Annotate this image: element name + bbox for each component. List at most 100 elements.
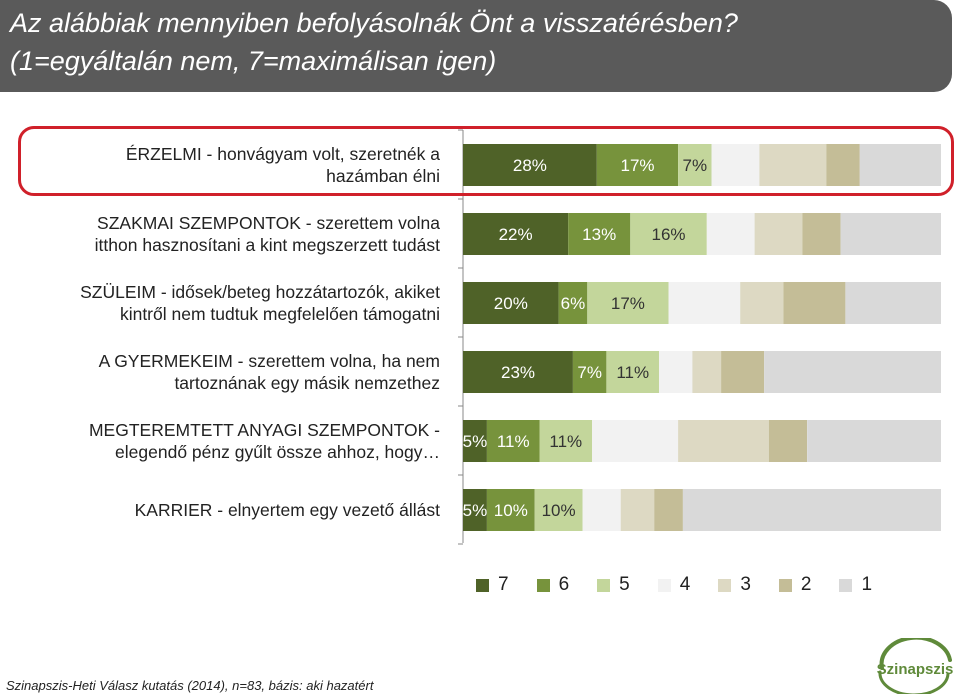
legend-swatch-1	[839, 578, 853, 592]
category-label-5-line-2: elegendő pénz gyűlt össze ahhoz, hogy…	[115, 442, 440, 462]
data-label-5-row-3: 17%	[611, 294, 645, 313]
bar-segment-6-row-3	[558, 282, 588, 324]
category-label-1-line-1: ÉRZELMI - honvágyam volt, szeretnék a	[125, 144, 440, 164]
bar-segment-3-row-5	[678, 420, 769, 462]
bar-segment-4-row-2	[706, 213, 755, 255]
company-logo: Szinapszis	[874, 635, 956, 697]
bar-segment-7-row-6	[463, 489, 487, 531]
category-label-3-line-2: kintről nem tudtuk megfelelően támogatni	[119, 304, 440, 324]
highlight-frame	[18, 126, 954, 196]
data-label-7-row-3: 20%	[494, 294, 528, 313]
bar-segment-4-row-6	[582, 489, 621, 531]
legend-item-2: 2	[778, 574, 812, 596]
bar-segment-4-row-5	[592, 420, 679, 462]
legend-label-7: 7	[498, 574, 509, 595]
bar-segment-6-row-4	[572, 351, 607, 393]
legend-label-5: 5	[619, 574, 630, 595]
category-label-4-line-1: A GYERMEKEIM - szerettem volna, ha nem	[98, 351, 440, 371]
bar-segment-5-row-1	[678, 144, 712, 186]
data-label-5-row-2: 16%	[651, 225, 685, 244]
logo-text: Szinapszis	[877, 661, 954, 678]
bar-segment-1-row-4	[764, 351, 941, 393]
category-label-3-line-1: SZÜLEIM - idősek/beteg hozzátartozók, ak…	[80, 282, 440, 302]
data-label-6-row-6: 10%	[494, 501, 528, 520]
data-label-6-row-2: 13%	[582, 225, 616, 244]
data-label-6-row-4: 7%	[577, 363, 602, 382]
legend-swatch-5	[597, 578, 611, 592]
bar-segment-5-row-2	[630, 213, 707, 255]
bar-segment-7-row-3	[463, 282, 559, 324]
data-label-7-row-5: 5%	[463, 432, 488, 451]
legend-swatch-6	[536, 578, 550, 592]
bar-segment-1-row-6	[682, 489, 941, 531]
bar-segment-7-row-4	[463, 351, 573, 393]
data-label-5-row-1: 7%	[683, 156, 708, 175]
bar-segment-1-row-1	[859, 144, 941, 186]
legend-item-5: 5	[597, 574, 630, 596]
bar-segment-3-row-1	[759, 144, 827, 186]
bar-segment-3-row-6	[620, 489, 655, 531]
bar-segment-2-row-1	[826, 144, 860, 186]
data-label-5-row-6: 10%	[542, 501, 576, 520]
legend-item-3: 3	[718, 574, 751, 596]
bar-segment-3-row-2	[754, 213, 803, 255]
source-footnote: Szinapszis-Heti Válasz kutatás (2014), n…	[6, 678, 374, 693]
bar-segment-6-row-6	[486, 489, 535, 531]
legend-item-7: 7	[476, 574, 509, 596]
category-label-3: SZÜLEIM - idősek/beteg hozzátartozók, ak…	[20, 281, 440, 325]
chart-title-line-1: Az alábbiak mennyiben befolyásolnák Önt …	[10, 8, 738, 38]
bar-segment-2-row-3	[783, 282, 846, 324]
bar-segment-6-row-1	[596, 144, 679, 186]
data-label-6-row-5: 11%	[497, 432, 530, 451]
legend-label-1: 1	[861, 574, 873, 595]
legend-label-2: 2	[800, 574, 812, 595]
bar-segment-2-row-5	[768, 420, 808, 462]
bar-segment-2-row-2	[802, 213, 841, 255]
bar-segment-2-row-4	[721, 351, 765, 393]
legend-swatch-2	[778, 578, 792, 592]
legend-swatch-4	[657, 578, 671, 592]
bar-segment-3-row-3	[740, 282, 784, 324]
title-banner: Az alábbiak mennyiben befolyásolnák Önt …	[0, 0, 952, 92]
bar-segment-4-row-3	[668, 282, 741, 324]
bar-segment-7-row-5	[463, 420, 487, 462]
data-label-7-row-4: 23%	[501, 363, 535, 382]
category-label-6-line-1: KARRIER - elnyertem egy vezető állást	[134, 500, 440, 520]
data-label-7-row-6: 5%	[463, 501, 488, 520]
bar-segment-5-row-4	[606, 351, 659, 393]
legend-label-3: 3	[740, 574, 751, 595]
bar-segment-7-row-1	[463, 144, 597, 186]
legend-item-4: 4	[657, 574, 691, 596]
legend-label-4: 4	[679, 574, 691, 595]
bar-segment-4-row-1	[711, 144, 760, 186]
legend-item-1: 1	[839, 574, 872, 596]
data-label-6-row-3: 6%	[561, 294, 586, 313]
bar-segment-1-row-5	[807, 420, 941, 462]
category-label-2-line-2: itthon hasznosítani a kint megszerzett t…	[94, 235, 440, 255]
chart-legend: 7 6 5 4 3 2 1	[476, 573, 900, 597]
bar-segment-2-row-6	[654, 489, 683, 531]
bar-segment-1-row-2	[840, 213, 941, 255]
legend-swatch-7	[476, 578, 489, 592]
bar-segment-5-row-5	[539, 420, 593, 462]
legend-swatch-3	[718, 578, 732, 592]
bar-segment-6-row-5	[486, 420, 540, 462]
category-label-2-line-1: SZAKMAI SZEMPONTOK - szerettem volna	[97, 213, 440, 233]
category-label-5: MEGTEREMTETT ANYAGI SZEMPONTOK - elegendő…	[20, 419, 440, 463]
bar-segment-5-row-6	[534, 489, 583, 531]
data-label-5-row-4: 11%	[616, 363, 649, 382]
bar-segment-1-row-3	[845, 282, 941, 324]
legend-label-6: 6	[558, 574, 570, 595]
data-label-7-row-1: 28%	[513, 156, 547, 175]
category-label-1-line-2: hazámban élni	[326, 166, 440, 186]
category-label-4: A GYERMEKEIM - szerettem volna, ha nem ta…	[20, 350, 440, 394]
bar-segment-3-row-4	[692, 351, 722, 393]
legend-item-6: 6	[536, 574, 570, 596]
data-label-7-row-2: 22%	[499, 225, 533, 244]
bar-segment-7-row-2	[463, 213, 569, 255]
chart-title-line-2: (1=egyáltalán nem, 7=maximálisan igen)	[10, 46, 497, 76]
category-label-4-line-2: tartoznának egy másik nemzethez	[174, 373, 440, 393]
data-label-6-row-1: 17%	[620, 156, 654, 175]
data-label-5-row-5: 11%	[549, 432, 582, 451]
